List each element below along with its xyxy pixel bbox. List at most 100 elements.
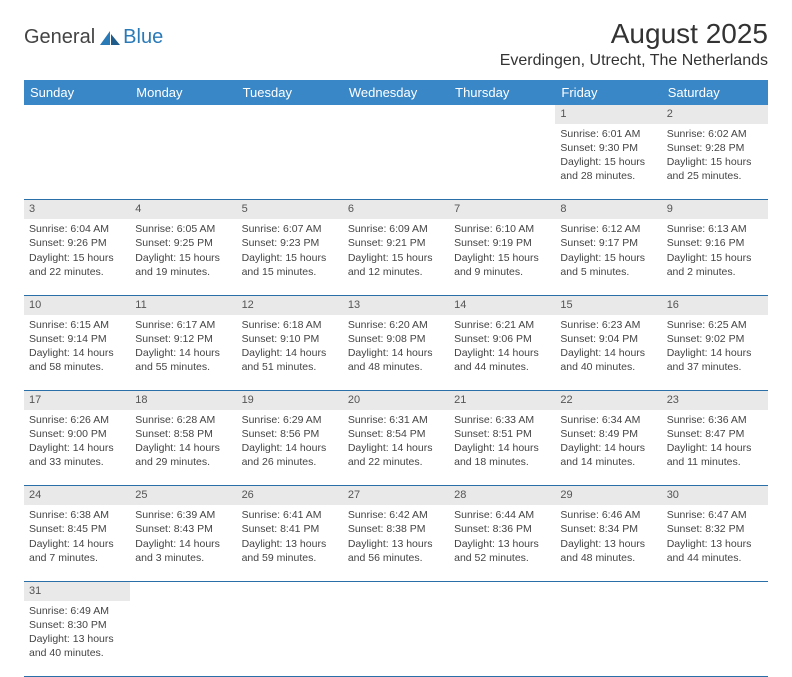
sunset-text: Sunset: 9:14 PM	[29, 332, 125, 346]
daylight-text: and 11 minutes.	[667, 455, 763, 469]
day-number-cell	[662, 581, 768, 600]
daylight-text: Daylight: 14 hours	[454, 346, 550, 360]
day-detail-cell: Sunrise: 6:13 AMSunset: 9:16 PMDaylight:…	[662, 219, 768, 295]
daylight-text: Daylight: 15 hours	[454, 251, 550, 265]
day-number-cell	[130, 105, 236, 124]
day-number-cell: 20	[343, 391, 449, 410]
daylight-text: Daylight: 13 hours	[454, 537, 550, 551]
sunset-text: Sunset: 8:51 PM	[454, 427, 550, 441]
sunset-text: Sunset: 9:00 PM	[29, 427, 125, 441]
day-number-cell: 14	[449, 295, 555, 314]
day-detail-cell: Sunrise: 6:39 AMSunset: 8:43 PMDaylight:…	[130, 505, 236, 581]
day-number-cell: 5	[237, 200, 343, 219]
day-detail-cell	[449, 124, 555, 200]
day-detail-row: Sunrise: 6:04 AMSunset: 9:26 PMDaylight:…	[24, 219, 768, 295]
sunset-text: Sunset: 9:06 PM	[454, 332, 550, 346]
daylight-text: Daylight: 14 hours	[29, 441, 125, 455]
sunset-text: Sunset: 9:23 PM	[242, 236, 338, 250]
logo-word2: Blue	[123, 26, 163, 49]
sunset-text: Sunset: 9:21 PM	[348, 236, 444, 250]
day-number-cell: 17	[24, 391, 130, 410]
sunrise-text: Sunrise: 6:20 AM	[348, 318, 444, 332]
day-detail-cell: Sunrise: 6:04 AMSunset: 9:26 PMDaylight:…	[24, 219, 130, 295]
sunset-text: Sunset: 8:58 PM	[135, 427, 231, 441]
daylight-text: and 5 minutes.	[560, 265, 656, 279]
day-number-cell: 11	[130, 295, 236, 314]
day-number-cell	[130, 581, 236, 600]
sunrise-text: Sunrise: 6:01 AM	[560, 127, 656, 141]
day-detail-cell: Sunrise: 6:31 AMSunset: 8:54 PMDaylight:…	[343, 410, 449, 486]
daylight-text: Daylight: 14 hours	[29, 346, 125, 360]
daylight-text: and 14 minutes.	[560, 455, 656, 469]
daylight-text: Daylight: 15 hours	[135, 251, 231, 265]
day-detail-cell: Sunrise: 6:17 AMSunset: 9:12 PMDaylight:…	[130, 315, 236, 391]
sunrise-text: Sunrise: 6:09 AM	[348, 222, 444, 236]
day-number-cell: 18	[130, 391, 236, 410]
sunset-text: Sunset: 8:38 PM	[348, 522, 444, 536]
daylight-text: and 44 minutes.	[667, 551, 763, 565]
sunset-text: Sunset: 8:49 PM	[560, 427, 656, 441]
sunrise-text: Sunrise: 6:04 AM	[29, 222, 125, 236]
day-number-cell: 9	[662, 200, 768, 219]
day-number-row: 12	[24, 105, 768, 124]
daylight-text: and 3 minutes.	[135, 551, 231, 565]
daylight-text: and 25 minutes.	[667, 169, 763, 183]
day-number-cell: 21	[449, 391, 555, 410]
daylight-text: Daylight: 14 hours	[29, 537, 125, 551]
sunrise-text: Sunrise: 6:39 AM	[135, 508, 231, 522]
daylight-text: Daylight: 14 hours	[135, 346, 231, 360]
day-number-cell: 1	[555, 105, 661, 124]
day-detail-cell: Sunrise: 6:07 AMSunset: 9:23 PMDaylight:…	[237, 219, 343, 295]
day-detail-cell: Sunrise: 6:29 AMSunset: 8:56 PMDaylight:…	[237, 410, 343, 486]
sunrise-text: Sunrise: 6:21 AM	[454, 318, 550, 332]
month-title: August 2025	[500, 18, 768, 50]
sunrise-text: Sunrise: 6:26 AM	[29, 413, 125, 427]
daylight-text: and 15 minutes.	[242, 265, 338, 279]
day-number-row: 31	[24, 581, 768, 600]
day-number-cell	[449, 581, 555, 600]
logo-sail-icon	[99, 30, 121, 46]
sunset-text: Sunset: 8:54 PM	[348, 427, 444, 441]
sunrise-text: Sunrise: 6:28 AM	[135, 413, 231, 427]
day-number-cell	[237, 105, 343, 124]
location-text: Everdingen, Utrecht, The Netherlands	[500, 52, 768, 70]
daylight-text: and 51 minutes.	[242, 360, 338, 374]
daylight-text: Daylight: 13 hours	[560, 537, 656, 551]
sunrise-text: Sunrise: 6:31 AM	[348, 413, 444, 427]
sunrise-text: Sunrise: 6:49 AM	[29, 604, 125, 618]
day-number-cell: 22	[555, 391, 661, 410]
day-number-cell	[24, 105, 130, 124]
weekday-header: Thursday	[449, 80, 555, 105]
day-detail-cell: Sunrise: 6:28 AMSunset: 8:58 PMDaylight:…	[130, 410, 236, 486]
sunset-text: Sunset: 9:02 PM	[667, 332, 763, 346]
daylight-text: and 33 minutes.	[29, 455, 125, 469]
weekday-header: Monday	[130, 80, 236, 105]
daylight-text: and 22 minutes.	[348, 455, 444, 469]
daylight-text: and 40 minutes.	[29, 646, 125, 660]
day-number-cell: 6	[343, 200, 449, 219]
day-number-cell: 29	[555, 486, 661, 505]
day-number-row: 17181920212223	[24, 391, 768, 410]
weekday-header: Friday	[555, 80, 661, 105]
day-number-cell: 24	[24, 486, 130, 505]
day-detail-cell: Sunrise: 6:21 AMSunset: 9:06 PMDaylight:…	[449, 315, 555, 391]
day-number-cell: 27	[343, 486, 449, 505]
day-detail-cell: Sunrise: 6:20 AMSunset: 9:08 PMDaylight:…	[343, 315, 449, 391]
daylight-text: and 40 minutes.	[560, 360, 656, 374]
day-detail-row: Sunrise: 6:01 AMSunset: 9:30 PMDaylight:…	[24, 124, 768, 200]
header: General Blue August 2025 Everdingen, Utr…	[24, 18, 768, 70]
day-number-cell: 23	[662, 391, 768, 410]
sunset-text: Sunset: 9:19 PM	[454, 236, 550, 250]
daylight-text: and 29 minutes.	[135, 455, 231, 469]
weekday-header: Tuesday	[237, 80, 343, 105]
daylight-text: Daylight: 14 hours	[242, 441, 338, 455]
daylight-text: Daylight: 14 hours	[560, 441, 656, 455]
day-detail-cell: Sunrise: 6:01 AMSunset: 9:30 PMDaylight:…	[555, 124, 661, 200]
day-detail-cell: Sunrise: 6:09 AMSunset: 9:21 PMDaylight:…	[343, 219, 449, 295]
daylight-text: Daylight: 15 hours	[348, 251, 444, 265]
sunrise-text: Sunrise: 6:18 AM	[242, 318, 338, 332]
daylight-text: Daylight: 13 hours	[348, 537, 444, 551]
daylight-text: Daylight: 14 hours	[667, 441, 763, 455]
daylight-text: and 22 minutes.	[29, 265, 125, 279]
day-detail-cell: Sunrise: 6:15 AMSunset: 9:14 PMDaylight:…	[24, 315, 130, 391]
